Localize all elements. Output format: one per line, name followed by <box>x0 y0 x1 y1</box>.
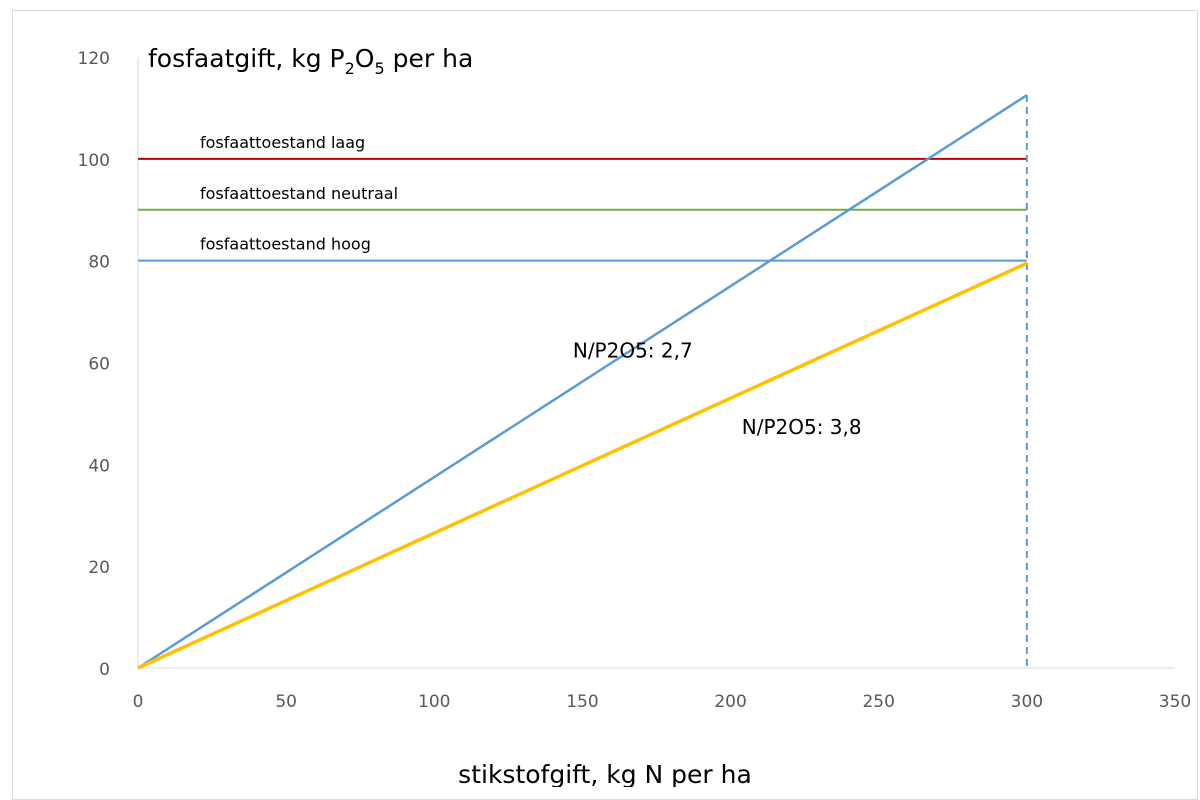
y-tick-label: 80 <box>88 253 110 273</box>
series-lines <box>137 94 1028 670</box>
series-line <box>137 261 1028 670</box>
y-tick-label: 60 <box>88 355 110 375</box>
y-axis-label-part: O <box>355 44 375 73</box>
y-tick-label: 0 <box>99 660 110 680</box>
y-axis-label-subscript: 2 <box>345 59 355 78</box>
reference-line-label: fosfaattoestand neutraal <box>200 184 398 203</box>
x-tick-label: 250 <box>862 692 894 712</box>
reference-line-label: fosfaattoestand laag <box>200 133 365 152</box>
y-tick-label: 100 <box>78 151 110 171</box>
y-axis-label: fosfaatgift, kg P2O5 per ha <box>148 44 473 78</box>
y-axis-label-part: per ha <box>385 44 474 73</box>
x-tick-label: 150 <box>566 692 598 712</box>
series-line <box>137 94 1028 670</box>
y-tick-label: 120 <box>78 49 110 69</box>
y-axis-label-part: fosfaatgift, kg P <box>148 44 345 73</box>
series-annotation: N/P2O5: 2,7 <box>573 338 693 362</box>
x-tick-label: 200 <box>714 692 746 712</box>
series-annotation: N/P2O5: 3,8 <box>742 415 862 439</box>
y-tick-label: 40 <box>88 456 110 476</box>
x-tick-label: 50 <box>275 692 297 712</box>
reference-line-label: fosfaattoestand hoog <box>200 235 371 254</box>
x-tick-label: 300 <box>1011 692 1043 712</box>
x-tick-label: 350 <box>1159 692 1191 712</box>
x-axis-label: stikstofgift, kg N per ha <box>458 760 752 787</box>
y-tick-label: 20 <box>88 558 110 578</box>
reference-lines: fosfaattoestand laag fosfaattoestand neut… <box>138 133 1027 262</box>
x-tick-label: 0 <box>133 692 144 712</box>
y-axis-label-subscript: 5 <box>374 59 384 78</box>
axes: 0 20 40 60 80 100 120 0 50 100 150 200 250 300 350 <box>78 49 1192 712</box>
x-tick-label: 100 <box>418 692 450 712</box>
